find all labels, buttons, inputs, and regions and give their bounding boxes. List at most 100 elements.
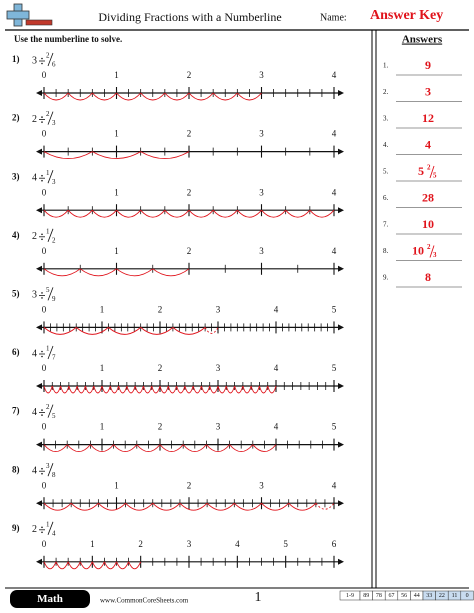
dividend: 4: [32, 407, 37, 418]
denominator: 3: [52, 119, 56, 127]
jump-arc: [55, 561, 69, 570]
axis-label: 1: [114, 187, 119, 197]
problem: 1) 3 260 1 2 3 4: [12, 52, 344, 101]
axis-label: 0: [42, 70, 47, 80]
jump-arc: [76, 385, 86, 394]
axis-label: 4: [332, 246, 337, 256]
jump-arc: [67, 92, 93, 101]
axis-label: 2: [187, 246, 192, 256]
answer-number: 7.: [383, 221, 389, 229]
arrow: [36, 324, 42, 331]
subject: Math: [37, 593, 63, 605]
axis-label: 4: [274, 304, 279, 314]
answer-numerator: 2: [427, 243, 431, 251]
axis-label: 4: [332, 480, 337, 490]
axis-label: 2: [187, 129, 192, 139]
answer: 4: [425, 137, 431, 151]
numerator: 2: [46, 403, 50, 411]
answer: 9: [425, 58, 431, 72]
dividend: 4: [32, 465, 37, 476]
axis-label: 2: [138, 539, 143, 549]
axis-label: 4: [332, 187, 337, 197]
axis-label: 3: [187, 539, 192, 549]
jump-arc: [309, 209, 335, 218]
jump-arc: [126, 385, 136, 394]
arrow: [338, 207, 344, 214]
jump-arc: [176, 385, 186, 394]
jump-arc: [159, 385, 169, 394]
problem-number: 5): [12, 288, 20, 298]
jump-arc: [79, 561, 93, 570]
answer-key: Answer Key: [370, 8, 443, 23]
jump-arc: [225, 385, 236, 394]
dividend: 4: [32, 348, 37, 359]
answer-number: 1.: [383, 62, 389, 70]
dividend: 2: [32, 231, 37, 242]
dividend: 4: [32, 172, 37, 183]
denominator: 4: [52, 529, 56, 537]
score: 89: [363, 593, 369, 599]
arrow: [36, 383, 42, 389]
score: 33: [426, 593, 432, 599]
arrow: [338, 148, 344, 155]
jump-arc: [109, 385, 120, 394]
problem: 9) 2 140 1 2 3 4 5 6: [12, 520, 344, 570]
numerator: 1: [46, 520, 50, 528]
axis-label: 2: [158, 304, 163, 314]
fraction-slash: [47, 111, 54, 125]
arrow: [338, 324, 344, 331]
axis-label: 3: [259, 480, 264, 490]
jump-arc: [116, 92, 142, 101]
jump-arc: [206, 502, 235, 511]
axis-label: 4: [332, 70, 337, 80]
answer: 8: [425, 270, 431, 284]
score: 44: [414, 593, 420, 599]
instructions: Use the numberline to solve.: [14, 34, 122, 44]
problem-number: 7): [12, 406, 20, 416]
jump-arc: [140, 92, 166, 101]
jump-arc: [108, 327, 141, 335]
jump-arc: [188, 209, 214, 218]
divide-dot: [41, 409, 43, 411]
axis-label: 2: [158, 363, 163, 373]
jump-arc: [116, 268, 154, 277]
problem-number: 2): [12, 113, 20, 123]
divide-dot: [41, 174, 43, 177]
jump-arc: [43, 444, 68, 453]
axis-label: 2: [187, 187, 192, 197]
jump-arc: [43, 92, 69, 101]
jump-arc: [91, 561, 105, 570]
jump-arc: [91, 92, 117, 101]
jump-arc: [206, 444, 230, 453]
axis-label: 3: [259, 246, 264, 256]
jump-arc: [250, 385, 260, 394]
arrow: [36, 265, 42, 272]
divide-dot: [41, 62, 43, 65]
axis-label: 0: [42, 304, 47, 314]
dividend: 2: [32, 114, 37, 125]
subject-badge: [10, 590, 90, 608]
axis-label: 1: [90, 539, 95, 549]
jump-arc: [200, 385, 211, 394]
jump-arc: [43, 209, 69, 218]
numerator: 2: [46, 52, 50, 60]
divide-dot: [41, 121, 43, 123]
jump-arc: [91, 209, 117, 218]
jump-arc: [75, 327, 109, 335]
jump-arc: [267, 385, 277, 394]
axis-label: 3: [216, 304, 221, 314]
jump-arc: [66, 444, 91, 453]
numerator: 3: [46, 462, 50, 470]
jump-arc: [92, 151, 141, 160]
divide-dot: [41, 350, 43, 353]
axis-label: 1: [114, 246, 119, 256]
problem: 7) 4 250 1 2 3 4 5: [12, 403, 344, 453]
axis-label: 3: [216, 422, 221, 432]
axis-label: 0: [42, 539, 47, 549]
arrow: [338, 500, 344, 507]
axis-label: 3: [259, 70, 264, 80]
numerator: 2: [46, 110, 50, 118]
jump-arc: [125, 502, 154, 511]
jump-arc: [128, 561, 142, 570]
answer: 12: [422, 111, 434, 125]
